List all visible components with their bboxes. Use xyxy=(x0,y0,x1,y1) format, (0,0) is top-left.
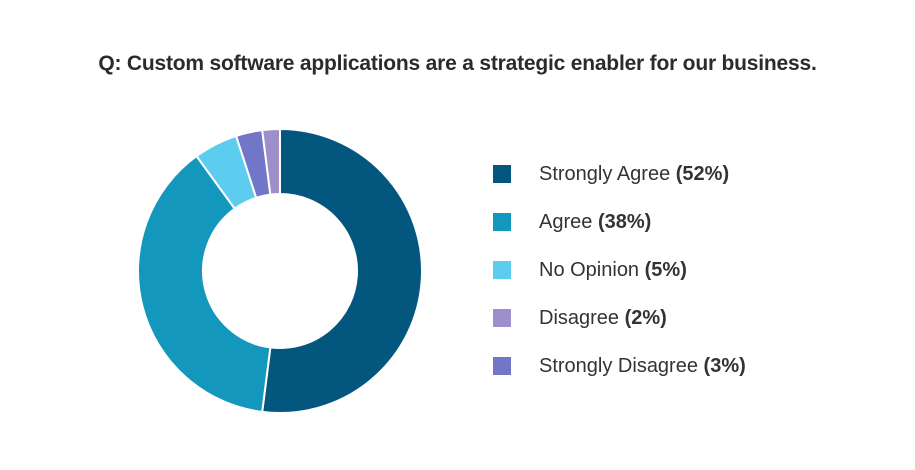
legend-value-strongly-agree: (52%) xyxy=(675,162,730,185)
legend-label-agree: Agree xyxy=(539,210,593,233)
legend-value-no-opinion: (5%) xyxy=(644,258,687,281)
legend-label-disagree: Disagree xyxy=(539,306,620,329)
legend-label-strongly-agree: Strongly Agree xyxy=(539,162,671,185)
legend-item-agree: Agree (38%) xyxy=(493,206,746,238)
donut-slice-disagree xyxy=(261,127,281,196)
legend-label-no-opinion: No Opinion xyxy=(539,258,640,281)
chart-title: Q: Custom software applications are a st… xyxy=(98,52,817,75)
legend-item-strongly-disagree: Strongly Disagree (3%) xyxy=(493,350,746,382)
legend-label-strongly-disagree: Strongly Disagree xyxy=(539,354,698,377)
legend-item-strongly-agree: Strongly Agree (52%) xyxy=(493,158,746,190)
legend-item-disagree: Disagree (2%) xyxy=(493,302,746,334)
legend-value-disagree: (2%) xyxy=(624,306,667,329)
legend-swatch-agree xyxy=(493,213,511,231)
donut-slice-strongly-agree xyxy=(261,127,423,414)
legend-swatch-disagree xyxy=(493,309,511,327)
legend-value-agree: (38%) xyxy=(597,210,652,233)
legend-swatch-strongly-disagree xyxy=(493,357,511,375)
legend-swatch-strongly-agree xyxy=(493,165,511,183)
legend: Strongly Agree (52%) Agree (38%) No Opin… xyxy=(493,158,746,398)
donut-slice-agree xyxy=(137,154,272,413)
legend-value-strongly-disagree: (3%) xyxy=(703,354,746,377)
legend-item-no-opinion: No Opinion (5%) xyxy=(493,254,746,286)
legend-swatch-no-opinion xyxy=(493,261,511,279)
